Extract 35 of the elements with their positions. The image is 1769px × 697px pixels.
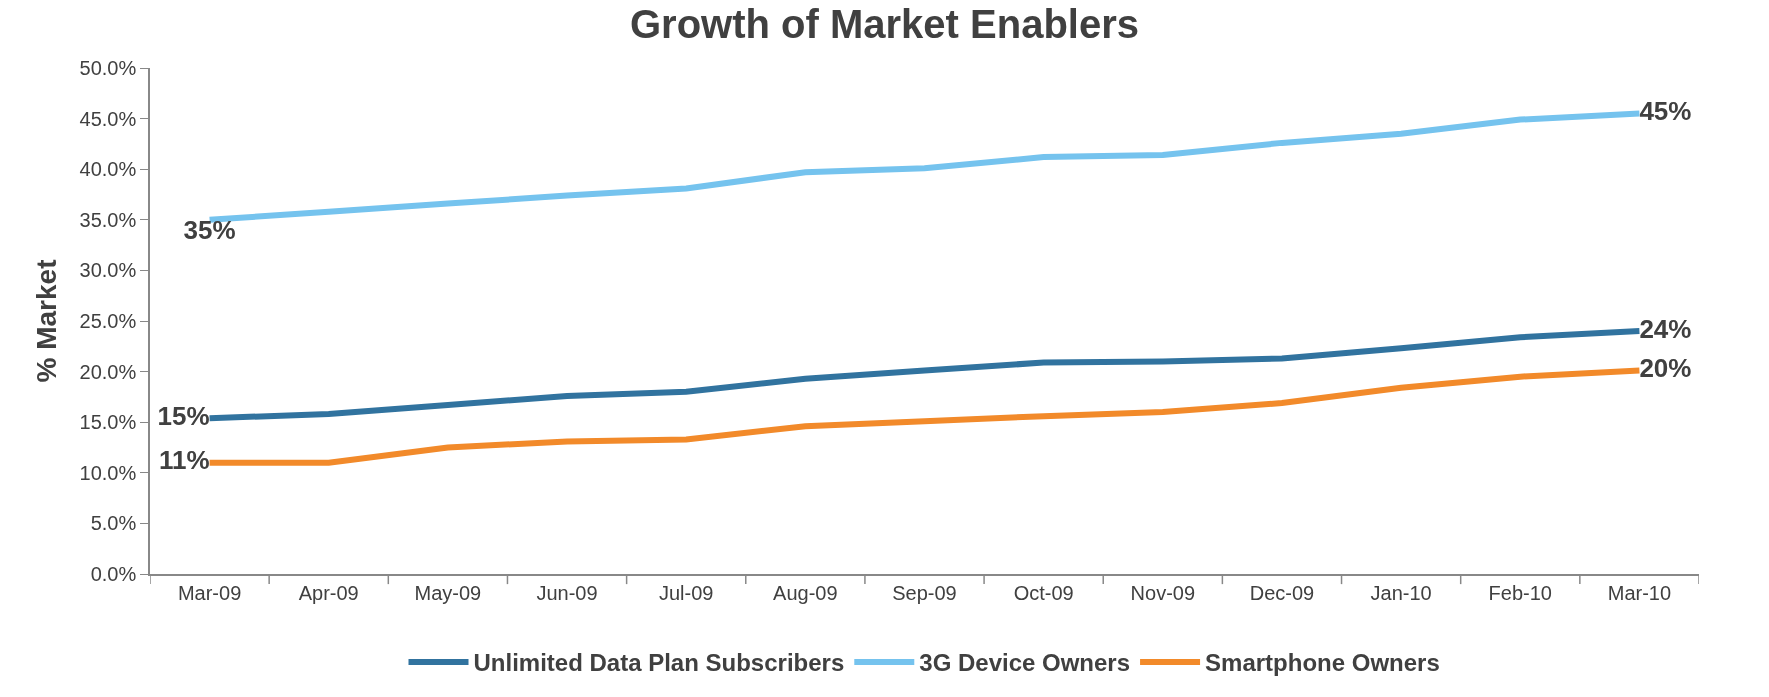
y-tick-label: 35.0%	[79, 208, 137, 231]
y-tick-label: 0.0%	[90, 563, 137, 585]
y-tick-label: 10.0%	[79, 461, 137, 484]
x-tick-label: Nov-09	[1130, 581, 1196, 604]
x-tick-label: Feb-10	[1488, 581, 1552, 604]
y-tick-label: 5.0%	[90, 512, 137, 535]
x-tick-label: Mar-09	[177, 581, 242, 604]
y-tick-label: 45.0%	[79, 107, 137, 130]
x-tick-label: Jan-10	[1370, 581, 1432, 604]
y-tick-label: 50.0%	[79, 57, 137, 79]
data-label: 45%	[1639, 96, 1692, 127]
y-tick-label: 40.0%	[79, 158, 137, 181]
x-tick-label: Oct-09	[1013, 581, 1074, 604]
legend-label: Smartphone Owners	[1205, 649, 1440, 677]
x-tick-label: Jun-09	[536, 581, 598, 604]
y-tick-label: 15.0%	[79, 411, 137, 434]
chart-title: Growth of Market Enablers	[630, 2, 1139, 47]
y-tick-label: 30.0%	[79, 259, 137, 282]
legend-label: 3G Device Owners	[919, 649, 1131, 677]
data-label: 15%	[157, 400, 210, 431]
y-axis-title: % Market	[30, 259, 62, 383]
x-tick-label: Jul-09	[658, 581, 714, 604]
y-tick-label: 20.0%	[79, 360, 137, 383]
x-tick-label: Apr-09	[298, 581, 359, 604]
data-label: 20%	[1639, 353, 1692, 384]
x-tick-label: Dec-09	[1249, 581, 1315, 604]
x-tick-label: Sep-09	[892, 581, 957, 604]
legend-label: Unlimited Data Plan Subscribers	[473, 649, 845, 677]
x-tick-label: Mar-10	[1607, 581, 1672, 604]
x-tick-label: Aug-09	[773, 581, 838, 604]
data-label: 24%	[1639, 313, 1692, 344]
data-label: 35%	[183, 215, 236, 246]
y-tick-label: 25.0%	[79, 310, 137, 332]
data-label: 11%	[158, 445, 210, 476]
x-tick-label: May-09	[414, 581, 482, 604]
